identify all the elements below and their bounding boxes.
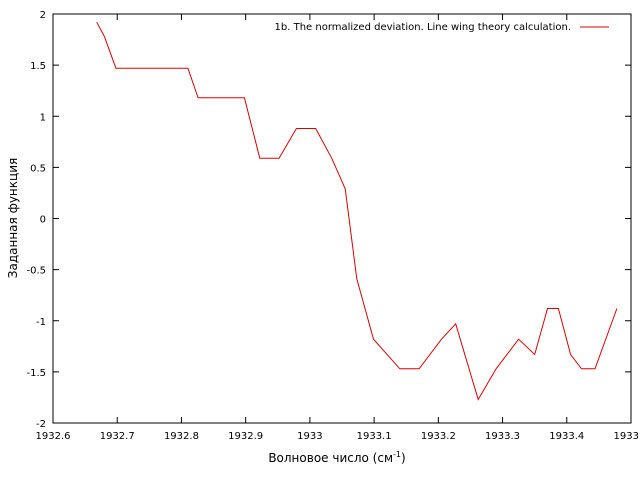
tick-labels: 1932.6 1932.7 1932.8 1932.9 1933 1933.1 1933.2… (26, 10, 640, 442)
x-tick-label: 1933.1 (357, 431, 392, 442)
y-tick-label: -2 (36, 419, 46, 430)
series-line (96, 21, 618, 401)
y-tick-label: 2 (40, 10, 46, 21)
x-tick-label: 1932.7 (100, 431, 135, 442)
y-tick-label: -1.5 (26, 368, 46, 379)
plot-frame (52, 13, 632, 424)
y-tick-label: -0.5 (26, 266, 46, 277)
legend-label: 1b. The normalized deviation. Line wing … (275, 22, 571, 33)
x-axis-title: Волновое число (см-1) (268, 450, 405, 465)
y-tick-label: 1.5 (30, 61, 46, 72)
y-axis-title: Заданная функция (6, 158, 20, 278)
x-tick-label: 1933.3 (485, 431, 520, 442)
x-tick-label: 1933.2 (421, 431, 456, 442)
axis-ticks (52, 13, 632, 424)
x-tick-label: 1933 (297, 431, 322, 442)
x-tick-label: 1932.9 (228, 431, 263, 442)
y-tick-label: -1 (36, 317, 46, 328)
x-tick-label: 1933.4 (549, 431, 584, 442)
x-tick-label: 1933.5 (614, 431, 640, 442)
x-tick-label: 1932.6 (36, 431, 71, 442)
y-tick-label: 0.5 (30, 163, 46, 174)
x-tick-label: 1932.8 (164, 431, 199, 442)
y-tick-label: 0 (40, 215, 46, 226)
legend: 1b. The normalized deviation. Line wing … (275, 22, 609, 33)
y-tick-label: 1 (40, 112, 46, 123)
